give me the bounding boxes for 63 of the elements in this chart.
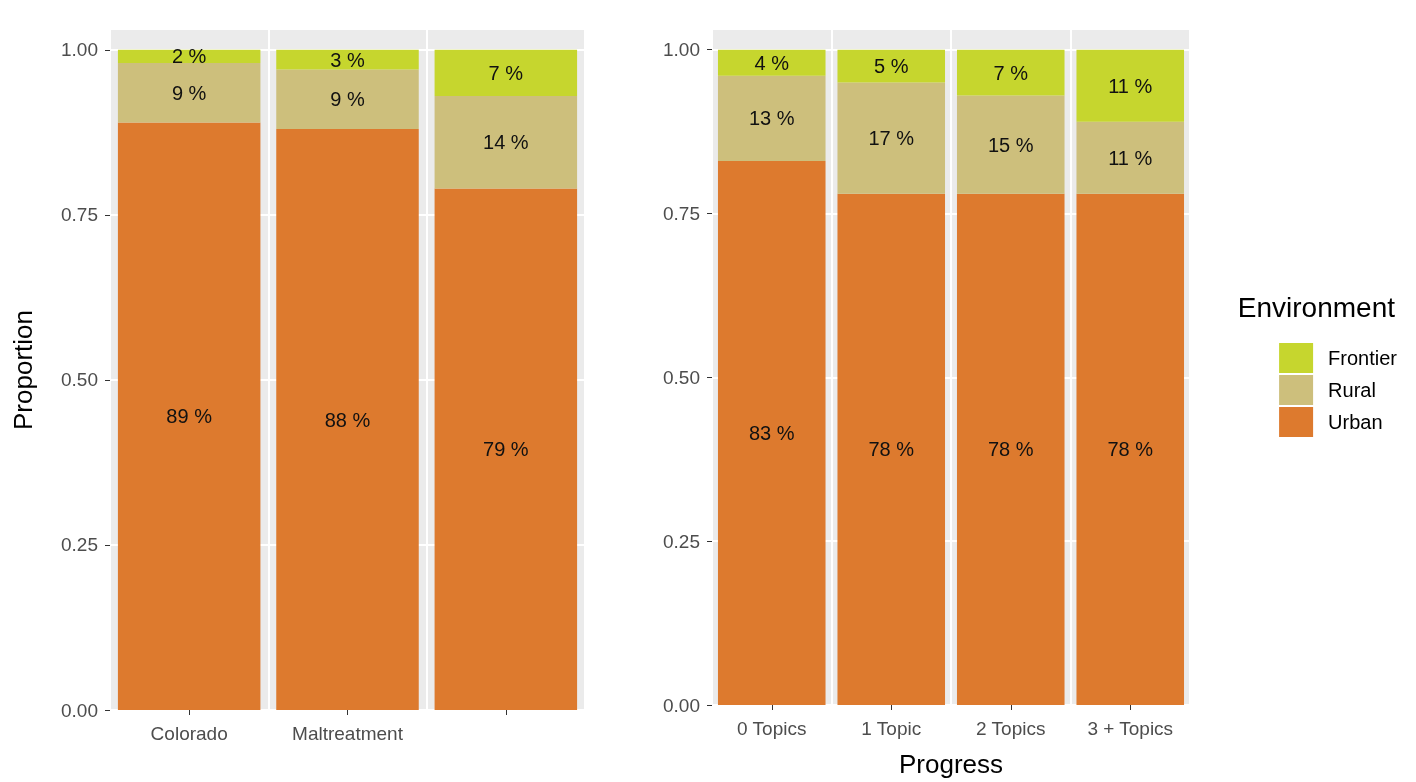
data-label: 9 % — [330, 88, 365, 111]
y-tick-label: 0.25 — [663, 530, 700, 552]
y-axis-title: Proportion — [8, 310, 38, 430]
bar — [1076, 193, 1185, 705]
bar — [956, 49, 1065, 96]
y-tick-label: 0.25 — [61, 534, 98, 556]
y-tick-label: 0.75 — [61, 204, 98, 226]
bar — [276, 129, 419, 710]
x-tick-label: Maltreatment — [292, 723, 404, 744]
data-label: 3 % — [330, 48, 365, 71]
bar — [117, 122, 261, 710]
data-label: 17 % — [868, 127, 915, 150]
bar — [117, 63, 261, 123]
x-tick-label: 2 Topics — [976, 718, 1046, 739]
data-label: 5 % — [874, 55, 909, 78]
data-label: 88 % — [324, 408, 371, 431]
data-label: 83 % — [748, 422, 795, 445]
y-tick-label: 0.50 — [663, 366, 700, 388]
data-label: 11 % — [1108, 146, 1153, 169]
y-tick-label: 0.00 — [61, 699, 98, 721]
data-label: 7 % — [488, 61, 524, 84]
bar — [434, 96, 578, 189]
bar — [276, 49, 419, 70]
data-label: 89 % — [166, 405, 213, 428]
data-label: 9 % — [171, 81, 207, 104]
data-label: 4 % — [754, 51, 790, 74]
bar — [276, 69, 419, 130]
data-label: 7 % — [993, 61, 1029, 84]
y-tick-label: 0.50 — [61, 369, 98, 391]
bar — [717, 75, 826, 162]
x-tick-label: Colorado — [150, 723, 228, 744]
data-label: 2 % — [171, 45, 207, 68]
x-tick-label: 1 Topic — [861, 718, 922, 739]
x-tick-label: 0 Topics — [737, 718, 807, 739]
x-axis-title: Progress — [898, 749, 1004, 779]
data-label: 14 % — [483, 131, 529, 154]
x-tick-label: 3 + Topics — [1087, 718, 1174, 739]
bar — [1076, 121, 1185, 194]
data-label: 15 % — [987, 133, 1034, 156]
legend-title: Environment — [1237, 291, 1396, 323]
data-label: 79 % — [483, 438, 529, 461]
data-label: 78 % — [987, 438, 1034, 461]
bar — [837, 82, 946, 194]
bar — [837, 49, 946, 83]
bar — [1076, 49, 1185, 122]
data-label: 13 % — [748, 107, 795, 130]
legend-label: Urban — [1328, 411, 1383, 433]
bar — [717, 161, 826, 705]
bar — [434, 188, 578, 710]
bar — [956, 193, 1065, 705]
bar — [434, 49, 578, 97]
bar — [717, 49, 826, 76]
y-tick-label: 1.00 — [663, 39, 700, 61]
bar — [837, 193, 946, 705]
legend-label: Rural — [1328, 379, 1376, 401]
y-tick-label: 0.75 — [663, 203, 700, 224]
y-tick-label: 0.00 — [663, 694, 700, 716]
data-label: 78 % — [868, 438, 915, 461]
bar — [956, 95, 1065, 194]
legend-label: Frontier — [1328, 347, 1398, 369]
data-label: 11 % — [1108, 74, 1153, 97]
data-label: 78 % — [1107, 438, 1154, 461]
y-tick-label: 1.00 — [61, 39, 98, 61]
